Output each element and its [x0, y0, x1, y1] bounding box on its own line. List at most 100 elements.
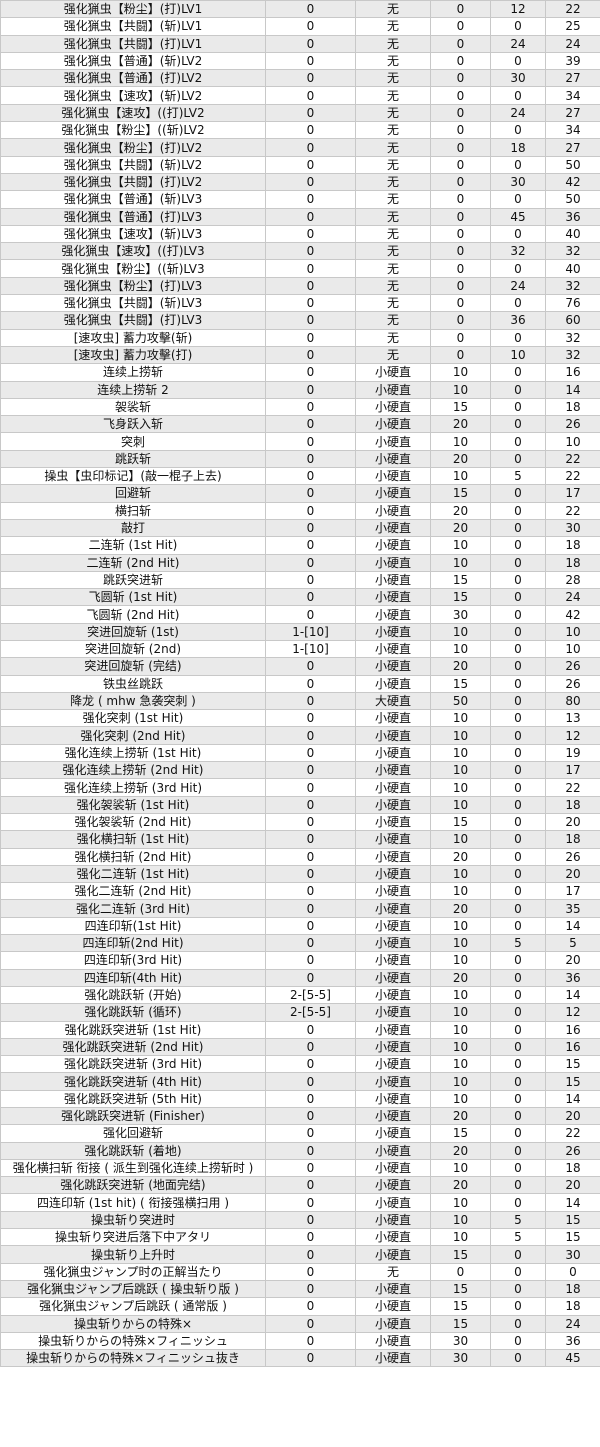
extract-value-cell: 0	[490, 674, 546, 693]
stun-value-cell: 20	[430, 968, 491, 987]
move-name-cell: 突进回旋斩 (2nd)	[0, 639, 266, 659]
move-name-cell: 强化跳跃突进斩 (1st Hit)	[0, 1020, 266, 1039]
stagger-cell: 无	[355, 34, 431, 53]
stagger-cell: 小硬直	[355, 536, 431, 555]
move-name-cell: 强化袈裟斩 (1st Hit)	[0, 795, 266, 814]
hit-count-cell: 0	[265, 311, 356, 330]
stagger-cell: 小硬直	[355, 1297, 431, 1316]
table-row: 强化猟虫【普通】(打)LV2 0 无 0 30 27	[0, 69, 600, 88]
stagger-cell: 小硬直	[355, 830, 431, 849]
table-row: 强化连续上捞斩 (1st Hit) 0 小硬直 10 0 19	[0, 743, 600, 763]
move-name-cell: 强化猟虫【普通】(斩)LV2	[0, 51, 266, 71]
table-row: 四连印斩(4th Hit) 0 小硬直 20 0 36	[0, 968, 600, 987]
stagger-cell: 小硬直	[355, 605, 431, 624]
table-row: [速攻虫] 蓄力攻擊(打) 0 无 0 10 32	[0, 345, 600, 365]
hit-count-cell: 0	[265, 1176, 356, 1195]
damage-value-cell: 14	[545, 1193, 600, 1212]
stun-value-cell: 0	[430, 276, 491, 296]
stagger-cell: 小硬直	[355, 812, 431, 832]
table-row: 强化猟虫【速攻】(斩)LV2 0 无 0 0 34	[0, 86, 600, 105]
extract-value-cell: 0	[490, 1124, 546, 1143]
extract-value-cell: 0	[490, 432, 546, 451]
damage-value-cell: 34	[545, 86, 600, 105]
stun-value-cell: 10	[430, 1003, 491, 1022]
table-row: 操虫斩りからの特殊×フィニッシュ 0 小硬直 30 0 36	[0, 1331, 600, 1351]
table-row: 袈裟斩 0 小硬直 15 0 18	[0, 397, 600, 417]
table-row: 强化跳跃突进斩 (1st Hit) 0 小硬直 10 0 16	[0, 1020, 600, 1039]
stagger-cell: 小硬直	[355, 968, 431, 987]
stun-value-cell: 15	[430, 812, 491, 832]
stun-value-cell: 20	[430, 449, 491, 469]
move-name-cell: 操虫斩りからの特殊×フィニッシュ抜き	[0, 1349, 266, 1368]
stagger-cell: 小硬直	[355, 882, 431, 901]
stagger-cell: 无	[355, 103, 431, 123]
hit-count-cell: 0	[265, 1072, 356, 1091]
move-name-cell: 四连印斩(2nd Hit)	[0, 934, 266, 953]
stun-value-cell: 20	[430, 1176, 491, 1195]
move-name-cell: 强化猟虫【速攻】(斩)LV3	[0, 224, 266, 244]
table-row: 强化袈裟斩 (2nd Hit) 0 小硬直 15 0 20	[0, 812, 600, 832]
stun-value-cell: 10	[430, 985, 491, 1005]
damage-value-cell: 13	[545, 709, 600, 728]
damage-value-cell: 22	[545, 449, 600, 469]
table-row: 突进回旋斩 (2nd) 1-[10] 小硬直 10 0 10	[0, 639, 600, 659]
damage-value-cell: 22	[545, 0, 600, 19]
table-row: 横扫斩 0 小硬直 20 0 22	[0, 501, 600, 520]
stun-value-cell: 10	[430, 1055, 491, 1074]
extract-value-cell: 0	[490, 259, 546, 278]
table-row: 强化跳跃突进斩 (2nd Hit) 0 小硬直 10 0 16	[0, 1037, 600, 1057]
stagger-cell: 小硬直	[355, 380, 431, 399]
stagger-cell: 小硬直	[355, 726, 431, 745]
move-name-cell: 强化猟虫【速攻】((打)LV2	[0, 103, 266, 123]
move-name-cell: 操虫斩りからの特殊×フィニッシュ	[0, 1331, 266, 1351]
hit-count-cell: 0	[265, 1349, 356, 1368]
extract-value-cell: 0	[490, 328, 546, 347]
move-name-cell: 强化跳跃斩 (开始)	[0, 985, 266, 1005]
move-name-cell: 跳跃突进斩	[0, 570, 266, 590]
stagger-cell: 小硬直	[355, 467, 431, 486]
table-row: 强化猟虫【速攻】((打)LV3 0 无 0 32 32	[0, 242, 600, 261]
table-row: 操虫【虫印标记】(敲一棍子上去) 0 小硬直 10 5 22	[0, 467, 600, 486]
extract-value-cell: 0	[490, 847, 546, 866]
move-name-cell: 飞圆斩 (1st Hit)	[0, 588, 266, 607]
table-row: 强化回避斩 0 小硬直 15 0 22	[0, 1124, 600, 1143]
stun-value-cell: 20	[430, 1106, 491, 1126]
hit-count-cell: 0	[265, 916, 356, 936]
stun-value-cell: 10	[430, 467, 491, 486]
table-row: 强化猟虫【粉尘】((斩)LV3 0 无 0 0 40	[0, 259, 600, 278]
damage-value-cell: 24	[545, 588, 600, 607]
stagger-cell: 无	[355, 172, 431, 192]
move-name-cell: 操虫斩り突进时	[0, 1210, 266, 1230]
stagger-cell: 无	[355, 276, 431, 296]
table-row: 强化猟虫【普通】(打)LV3 0 无 0 45 36	[0, 207, 600, 226]
stun-value-cell: 10	[430, 795, 491, 814]
stun-value-cell: 10	[430, 536, 491, 555]
stun-value-cell: 0	[430, 86, 491, 105]
stun-value-cell: 15	[430, 588, 491, 607]
hit-count-cell: 0	[265, 553, 356, 572]
damage-value-cell: 14	[545, 916, 600, 936]
hit-count-cell: 0	[265, 449, 356, 469]
extract-value-cell: 0	[490, 605, 546, 624]
move-name-cell: 强化跳跃突进斩 (2nd Hit)	[0, 1037, 266, 1057]
extract-value-cell: 5	[490, 467, 546, 486]
hit-count-cell: 0	[265, 397, 356, 417]
extract-value-cell: 0	[490, 570, 546, 590]
table-row: 强化猟虫【共闘】(打)LV3 0 无 0 36 60	[0, 311, 600, 330]
extract-value-cell: 0	[490, 1193, 546, 1212]
extract-value-cell: 24	[490, 103, 546, 123]
stagger-cell: 小硬直	[355, 1193, 431, 1212]
stagger-cell: 小硬直	[355, 1331, 431, 1351]
stagger-cell: 小硬直	[355, 363, 431, 382]
move-name-cell: 强化猟虫【速攻】((打)LV3	[0, 242, 266, 261]
table-row: 四连印斩(1st Hit) 0 小硬直 10 0 14	[0, 916, 600, 936]
damage-value-cell: 32	[545, 242, 600, 261]
extract-value-cell: 0	[490, 224, 546, 244]
stagger-cell: 小硬直	[355, 588, 431, 607]
damage-value-cell: 32	[545, 345, 600, 365]
table-row: 强化跳跃突进斩 (地面完结) 0 小硬直 20 0 20	[0, 1176, 600, 1195]
table-row: 跳跃突进斩 0 小硬直 15 0 28	[0, 570, 600, 590]
move-name-cell: 横扫斩	[0, 501, 266, 520]
stagger-cell: 无	[355, 242, 431, 261]
stun-value-cell: 10	[430, 778, 491, 797]
